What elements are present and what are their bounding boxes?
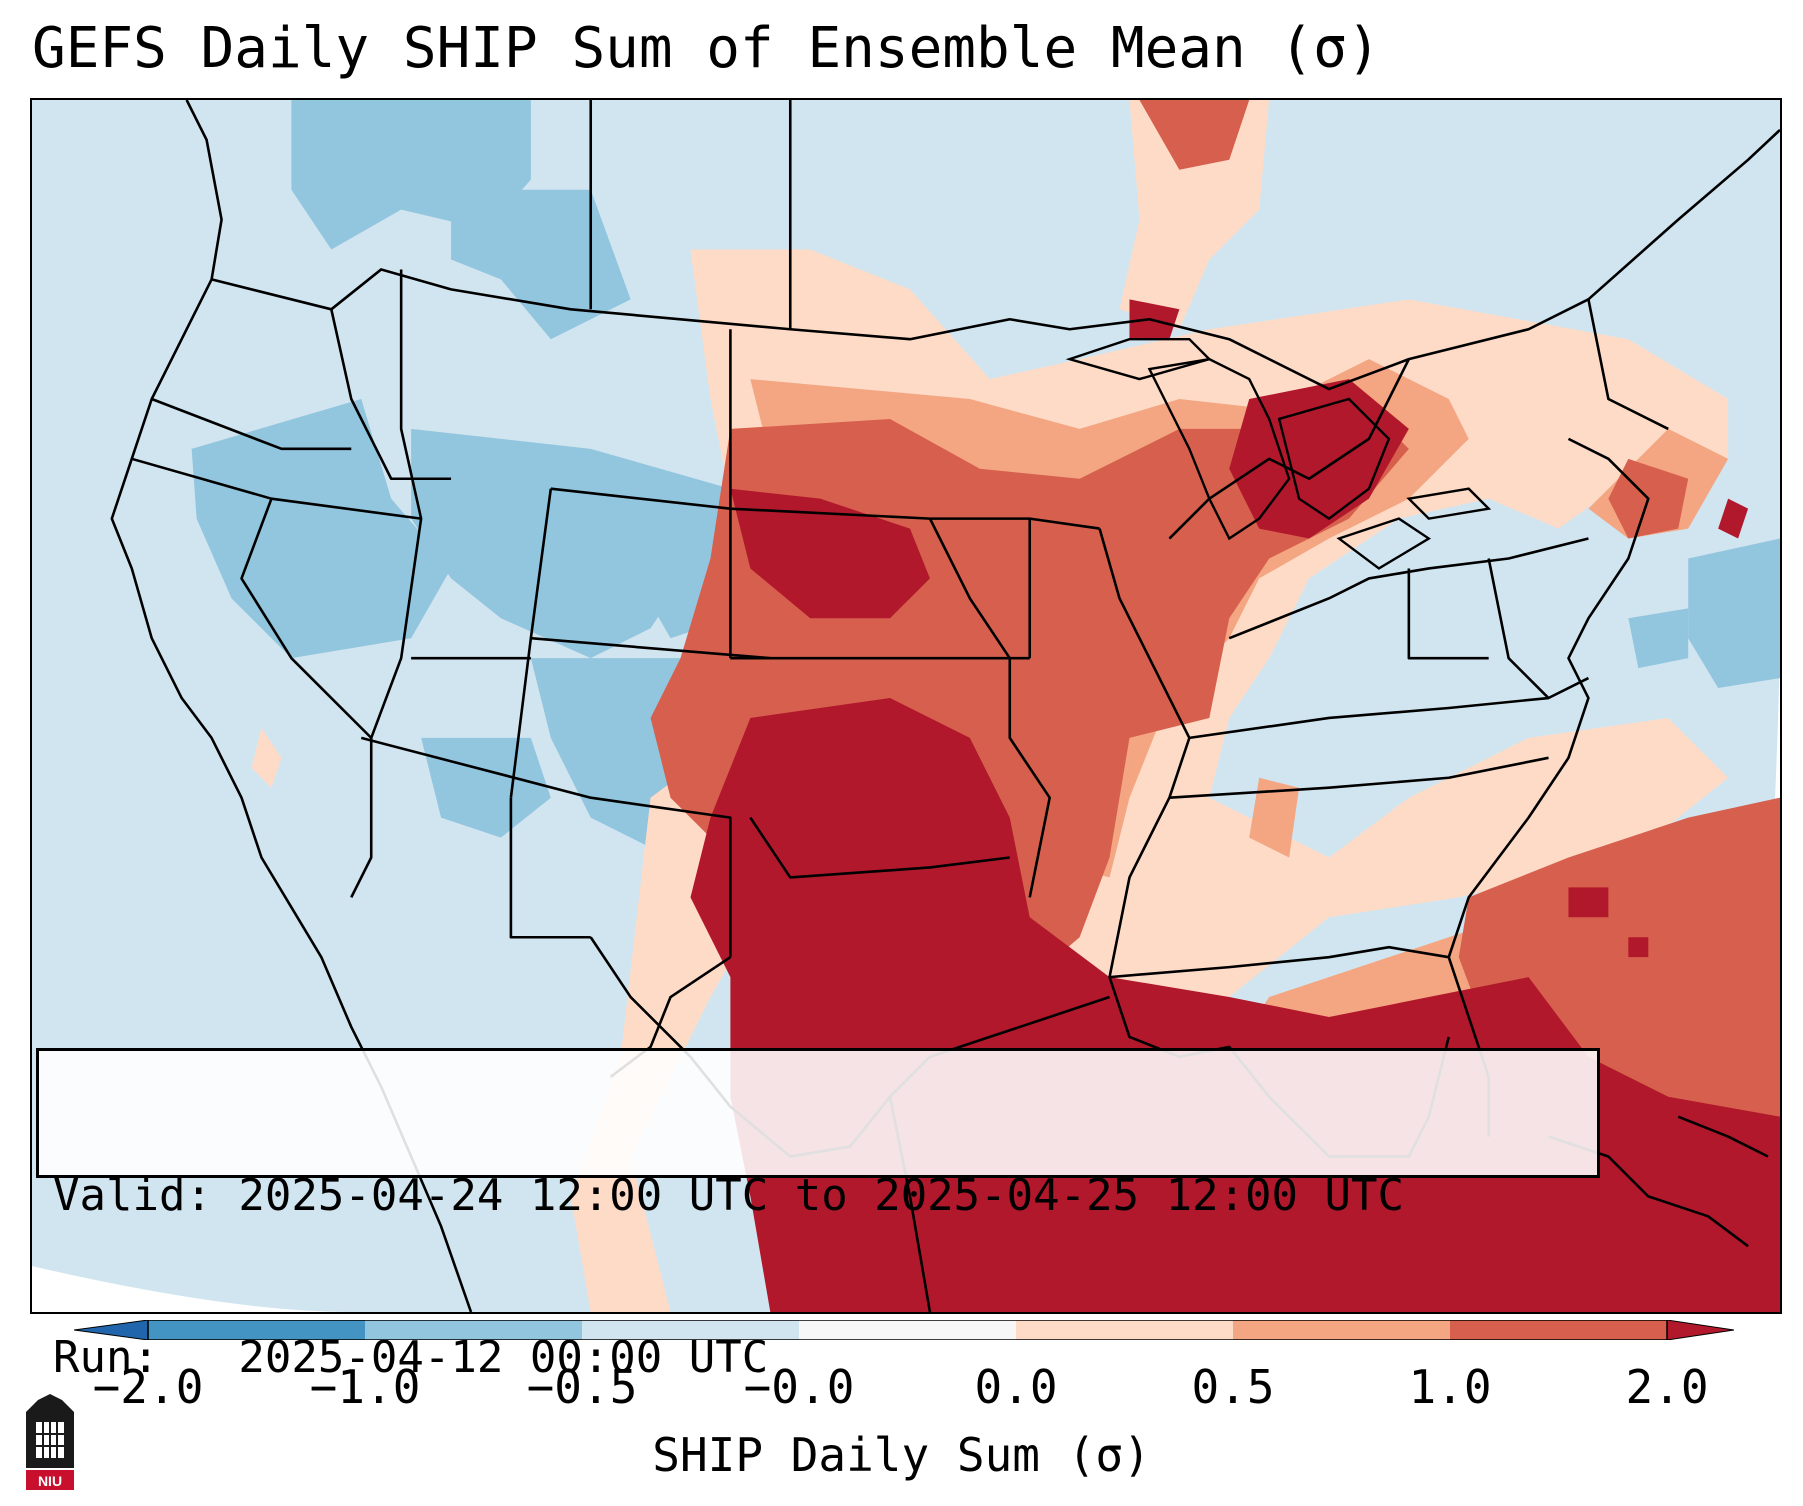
negative-anomaly-region: [191, 100, 1780, 858]
colorbar-gradient: [74, 1320, 1734, 1340]
svg-text:NIU: NIU: [38, 1473, 62, 1489]
colorbar-bin: [1016, 1320, 1233, 1340]
colorbar-bin: [1450, 1320, 1667, 1340]
university-seal-icon: NIU: [22, 1392, 78, 1492]
colorbar-tick-label: 0.0: [974, 1360, 1058, 1414]
colorbar-bin: [365, 1320, 582, 1340]
colorbar-bin: [799, 1320, 1016, 1340]
valid-time-line: Valid: 2025-04-24 12:00 UTC to 2025-04-2…: [53, 1170, 1405, 1221]
colorbar-tick-label: −0.5: [526, 1360, 638, 1414]
colorbar: [74, 1320, 1734, 1340]
validity-info-box: Valid: 2025-04-24 12:00 UTC to 2025-04-2…: [36, 1048, 1600, 1383]
colorbar-tick-label: 2.0: [1625, 1360, 1709, 1414]
colorbar-tick-label: −0.0: [743, 1360, 855, 1414]
run-time-line: Run: 2025-04-12 00:00 UTC: [53, 1332, 769, 1383]
great-lakes: [1065, 338, 1492, 570]
colorbar-bin: [148, 1320, 365, 1340]
outside-domain-region: [32, 1266, 352, 1312]
colorbar-tick-label: 1.0: [1408, 1360, 1492, 1414]
colorbar-bin: [582, 1320, 799, 1340]
colorbar-tick-label: 0.5: [1191, 1360, 1275, 1414]
colorbar-extend-high: [1666, 1320, 1734, 1340]
map-title: GEFS Daily SHIP Sum of Ensemble Mean (σ): [32, 16, 1381, 81]
colorbar-label: SHIP Daily Sum (σ): [652, 1428, 1151, 1482]
colorbar-bin: [1233, 1320, 1450, 1340]
colorbar-extend-low: [74, 1320, 149, 1340]
colorbar-tick-label: −2.0: [92, 1360, 204, 1414]
colorbar-tick-label: −1.0: [309, 1360, 421, 1414]
